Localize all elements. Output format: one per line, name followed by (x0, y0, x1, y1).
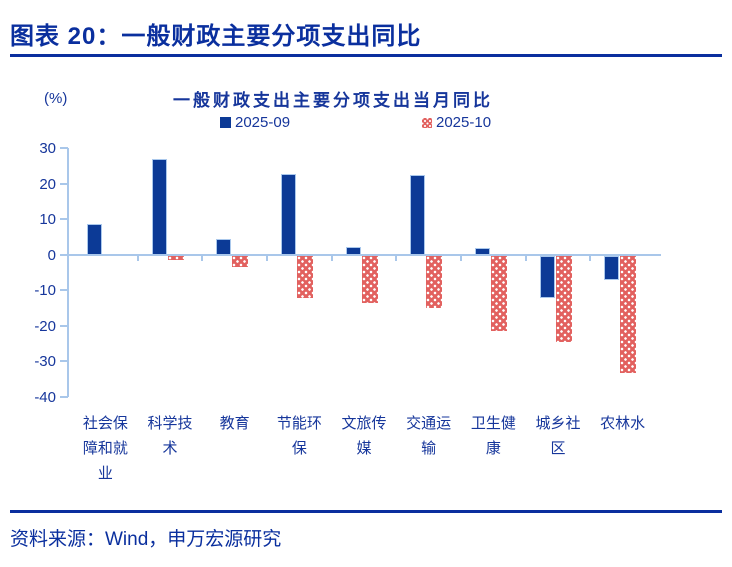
y-axis-tick-label: 10 (39, 211, 56, 229)
legend-item-2025-10: 2025-10 (422, 114, 491, 131)
y-axis-tick-label: -10 (34, 282, 56, 300)
y-axis-tick-label: -20 (34, 317, 56, 335)
y-axis-tick (60, 253, 68, 256)
x-category-label: 交通运输 (406, 415, 452, 457)
title-underline (10, 54, 722, 57)
bar-2025-10-卫生健康 (491, 256, 507, 331)
legend-swatch-pattern-icon (422, 117, 432, 128)
y-axis-tick-label: -40 (34, 389, 56, 406)
x-category-label: 节能环保 (276, 415, 322, 457)
bar-2025-09-教育 (216, 239, 232, 255)
x-axis-tick (524, 255, 527, 261)
bar-2025-09-农林水 (604, 255, 620, 281)
footer-rule (10, 510, 722, 513)
y-axis-unit-label: (%) (44, 90, 68, 107)
y-axis-line (67, 148, 69, 397)
chart-title: 一般财政支出主要分项支出当月同比 (173, 91, 493, 110)
x-axis-tick (330, 255, 333, 261)
bar-2025-09-交通运输 (410, 175, 426, 255)
y-axis-tick-label: 30 (39, 140, 56, 157)
bar-2025-09-节能环保 (281, 174, 296, 255)
y-axis-tick (60, 218, 68, 221)
y-axis-tick (60, 324, 68, 327)
bar-2025-09-城乡社区 (539, 255, 555, 299)
y-axis-tick-label: 20 (39, 175, 56, 193)
bar-2025-10-科学技术 (168, 256, 184, 260)
page-title: 图表 20：一般财政主要分项支出同比 (10, 23, 422, 50)
y-axis-tick (60, 396, 68, 398)
bar-2025-09-文旅传媒 (345, 246, 361, 255)
bar-2025-10-交通运输 (426, 256, 442, 308)
y-axis-tick (60, 147, 68, 149)
bar-2025-09-社会保障和就业 (87, 223, 102, 255)
x-axis-tick (201, 255, 204, 261)
x-category-label: 卫生健康 (470, 415, 516, 457)
bar-2025-10-城乡社区 (556, 256, 572, 342)
source-note: 资料来源：Wind，申万宏源研究 (10, 529, 282, 550)
x-axis-tick (589, 255, 592, 261)
legend-label: 2025-09 (235, 114, 291, 131)
y-axis-tick (60, 182, 68, 185)
bar-2025-10-农林水 (620, 256, 636, 373)
bar-2025-09-卫生健康 (475, 247, 490, 255)
bar-2025-10-节能环保 (297, 256, 313, 298)
y-axis-tick-label: 0 (47, 246, 56, 264)
x-axis-tick (460, 255, 462, 261)
x-axis-tick (266, 255, 268, 261)
legend-item-2025-09: 2025-09 (220, 114, 290, 131)
bar-2025-10-教育 (232, 256, 248, 267)
x-axis-line (67, 253, 661, 256)
y-axis-tick-label: -30 (34, 353, 56, 371)
bar-chart-plot-area: 30 20 10 0 -10 -20 -30 -40 社会保障和就业 科学技术 教育 节能环保 文旅传媒… (34, 140, 661, 482)
x-axis-tick (395, 255, 398, 261)
y-axis-tick (60, 360, 68, 363)
x-category-label: 社会保障和就业 (82, 415, 128, 482)
x-axis-tick (136, 255, 139, 261)
legend-label: 2025-10 (436, 114, 492, 131)
x-category-label: 农林水 (600, 415, 646, 432)
x-category-label: 城乡社区 (535, 415, 581, 457)
legend-swatch-solid-icon (220, 117, 231, 128)
x-category-label: 教育 (219, 415, 250, 432)
x-category-label: 文旅传媒 (341, 415, 387, 457)
bar-2025-09-科学技术 (151, 159, 167, 255)
bar-2025-10-文旅传媒 (362, 256, 378, 303)
y-axis-tick (60, 289, 68, 292)
x-category-label: 科学技术 (147, 415, 193, 457)
